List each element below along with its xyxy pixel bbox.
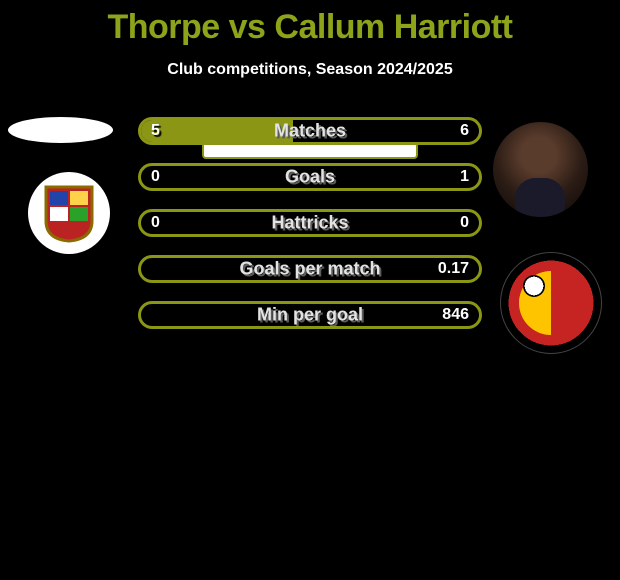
stat-label: Hattricks — [271, 213, 348, 234]
stat-value-right: 0.17 — [438, 260, 469, 278]
stat-label: Matches — [274, 121, 346, 142]
player-right-avatar — [493, 122, 588, 217]
club-left-badge — [28, 172, 110, 254]
stat-value-right: 0 — [460, 214, 469, 232]
bar-fill-left — [141, 120, 293, 142]
subtitle: Club competitions, Season 2024/2025 — [0, 61, 620, 79]
stat-value-right: 1 — [460, 168, 469, 186]
club-right-badge — [500, 252, 602, 354]
ellipse-avatar-icon — [8, 117, 113, 143]
stat-label: Goals — [285, 167, 335, 188]
stat-value-left: 0 — [151, 214, 160, 232]
player-left-avatar — [8, 117, 113, 143]
stat-bar: 0 0 Hattricks — [138, 209, 482, 237]
stat-bar: 846 Min per goal — [138, 301, 482, 329]
stat-bar: 5 6 Matches — [138, 117, 482, 145]
stat-value-left: 0 — [151, 168, 160, 186]
stat-value-left: 5 — [151, 122, 160, 140]
stat-bar: 0.17 Goals per match — [138, 255, 482, 283]
stat-label: Min per goal — [257, 305, 363, 326]
stat-label: Goals per match — [239, 259, 380, 280]
shield-crest-icon — [42, 183, 96, 243]
stat-bars: 5 6 Matches 0 1 Goals 0 0 Hattricks 0.17 Goals per… — [138, 117, 482, 347]
stat-bar: 0 1 Goals — [138, 163, 482, 191]
round-crest-icon — [519, 271, 583, 335]
stat-value-right: 846 — [442, 306, 469, 324]
stat-value-right: 6 — [460, 122, 469, 140]
page-title: Thorpe vs Callum Harriott — [0, 0, 620, 47]
